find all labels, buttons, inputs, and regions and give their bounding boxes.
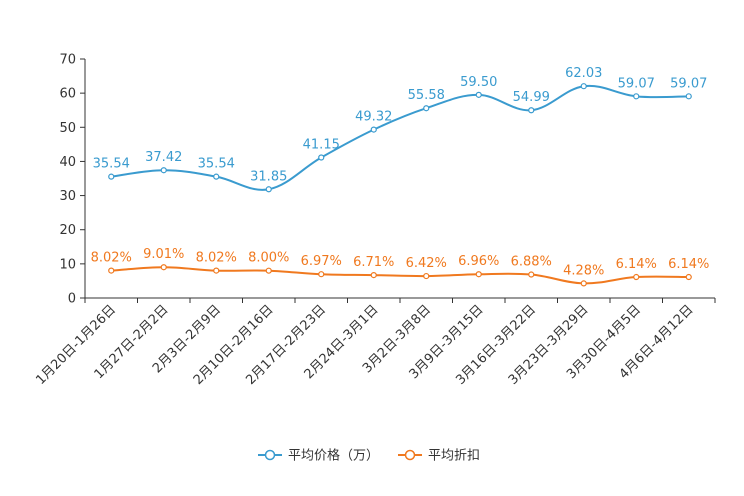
data-label: 6.96% xyxy=(458,254,499,269)
legend-label: 平均折扣 xyxy=(428,449,480,464)
data-label: 59.50 xyxy=(460,75,497,90)
data-point xyxy=(580,83,587,90)
data-label: 37.42 xyxy=(145,150,182,165)
legend-item-2[interactable]: 平均折扣 xyxy=(398,449,480,464)
y-tick-label: 50 xyxy=(59,121,76,136)
data-label: 8.00% xyxy=(248,251,289,266)
y-tick-label: 40 xyxy=(59,155,76,170)
data-point xyxy=(475,271,482,278)
legend-marker-icon xyxy=(264,449,276,461)
data-point xyxy=(685,273,692,281)
y-tick-label: 70 xyxy=(59,53,76,68)
data-point xyxy=(318,154,325,161)
data-label: 31.85 xyxy=(250,169,287,184)
data-label: 8.02% xyxy=(196,251,237,266)
axes: 0102030405060701月20日-1月26日1月27日-2月2日2月3日… xyxy=(33,53,716,388)
series-lines xyxy=(108,83,692,287)
data-point xyxy=(370,271,377,279)
data-point xyxy=(160,264,167,271)
data-label: 49.32 xyxy=(355,110,392,125)
data-label: 6.88% xyxy=(511,255,552,270)
data-point xyxy=(265,267,272,274)
data-label: 41.15 xyxy=(303,138,340,153)
series-line-2 xyxy=(111,266,689,285)
data-label: 59.07 xyxy=(670,76,707,91)
legend-marker-icon xyxy=(404,449,416,461)
data-point xyxy=(475,91,482,98)
data-point xyxy=(370,126,377,133)
data-label: 6.14% xyxy=(668,257,709,272)
data-point xyxy=(318,271,325,278)
legend-label: 平均价格（万） xyxy=(288,448,379,464)
y-tick-label: 10 xyxy=(59,257,76,272)
data-label: 55.58 xyxy=(408,88,445,103)
data-point xyxy=(633,273,640,281)
data-label: 62.03 xyxy=(565,66,602,81)
data-label: 6.14% xyxy=(616,257,657,272)
data-label: 6.42% xyxy=(406,256,447,271)
data-label: 59.07 xyxy=(618,76,655,91)
data-labels: 35.54 37.42 35.54 31.85 41.15 49.32 55.58 59.50… xyxy=(91,66,710,278)
data-point xyxy=(580,280,587,287)
y-tick-label: 30 xyxy=(59,189,76,204)
data-label: 6.71% xyxy=(353,255,394,270)
data-point xyxy=(528,107,535,114)
data-label: 6.97% xyxy=(301,254,342,269)
data-label: 8.02% xyxy=(91,251,132,266)
data-point xyxy=(265,186,272,193)
data-point xyxy=(633,93,640,100)
data-point xyxy=(685,93,692,100)
series-line-1 xyxy=(111,84,689,191)
y-tick-label: 0 xyxy=(68,292,76,307)
data-point xyxy=(213,173,220,180)
data-label: 35.54 xyxy=(198,157,235,172)
data-label: 4.28% xyxy=(563,263,604,278)
y-tick-label: 60 xyxy=(59,87,76,102)
data-point xyxy=(213,267,220,274)
data-label: 9.01% xyxy=(143,247,184,262)
data-point xyxy=(423,272,430,280)
data-label: 35.54 xyxy=(93,157,130,172)
data-point xyxy=(108,173,115,180)
data-point xyxy=(108,267,115,274)
data-label: 54.99 xyxy=(513,90,550,105)
legend-item-1[interactable]: 平均价格（万） xyxy=(258,448,379,464)
data-point xyxy=(160,167,167,174)
data-point xyxy=(423,105,430,112)
legend[interactable]: 平均价格（万） 平均折扣 xyxy=(258,448,480,464)
y-tick-label: 20 xyxy=(59,223,76,238)
data-point xyxy=(528,271,535,278)
